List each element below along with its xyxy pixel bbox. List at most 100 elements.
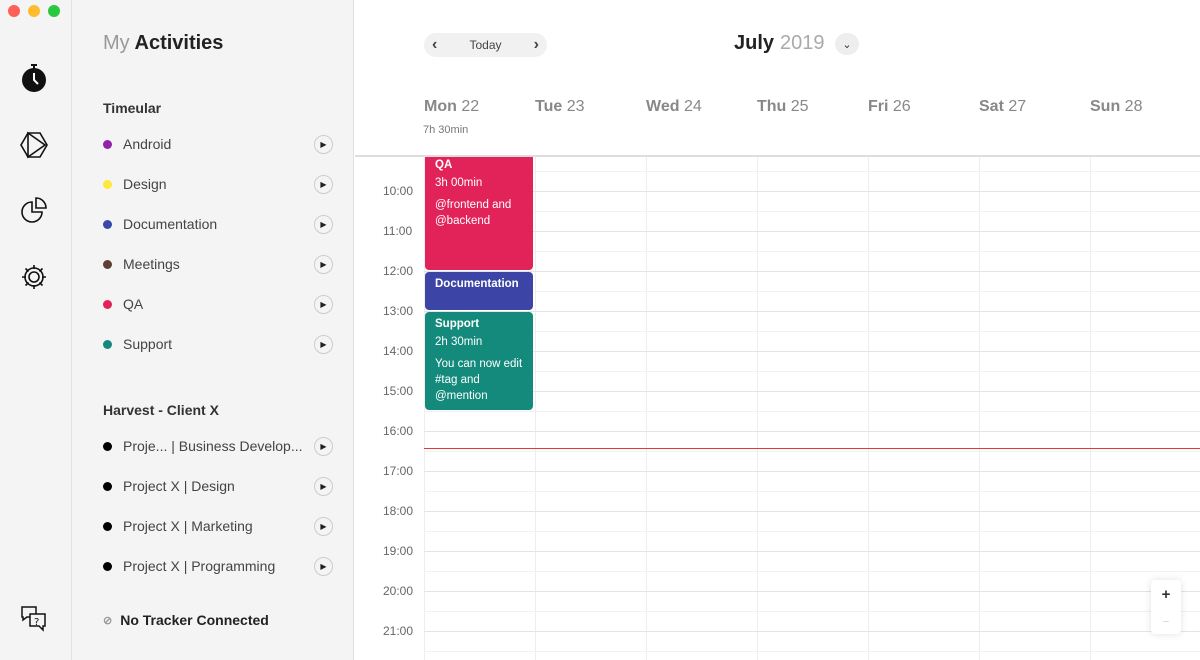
zoom-in-button[interactable]: + — [1161, 586, 1171, 604]
event-block[interactable]: QA 3h 00min @frontend and @backend — [425, 157, 533, 270]
activity-item[interactable]: Project X | Marketing ▶ — [103, 514, 333, 538]
day-column-divider — [868, 157, 869, 660]
month-dropdown-button[interactable]: ⌄ — [835, 33, 859, 55]
event-block[interactable]: Support 2h 30min You can now edit #tag and… — [425, 312, 533, 410]
event-block[interactable]: Documentation — [425, 272, 533, 310]
activity-color-dot — [103, 561, 112, 571]
play-icon[interactable]: ▶ — [314, 214, 333, 234]
day-column-divider — [1090, 157, 1091, 660]
play-icon[interactable]: ▶ — [314, 134, 333, 154]
activities-sidebar: My Activities Timeular Android ▶ Design ▶ Doc… — [72, 0, 354, 660]
hour-label: 17:00 — [383, 464, 414, 478]
sidebar-title: My Activities — [103, 32, 224, 54]
play-icon[interactable]: ▶ — [314, 174, 333, 194]
hour-label: 15:00 — [383, 384, 414, 398]
stopwatch-icon[interactable] — [18, 62, 50, 94]
calendar-grid[interactable]: 9:00 10:00 11:00 12:00 13:00 14:00 15:00 16:00 1… — [355, 155, 1200, 660]
day-column-divider — [424, 157, 425, 660]
play-icon[interactable]: ▶ — [314, 254, 333, 274]
hour-line — [424, 511, 1200, 512]
half-hour-line — [424, 371, 1200, 372]
half-hour-line — [424, 291, 1200, 292]
activity-item[interactable]: Meetings ▶ — [103, 252, 333, 276]
day-column-divider — [646, 157, 647, 660]
day-header[interactable]: Thu 25 — [757, 98, 809, 115]
hour-line — [424, 271, 1200, 272]
tracker-disconnected-icon: ⊘ — [103, 614, 113, 627]
hour-label: 9:00 — [383, 157, 406, 158]
hour-label: 21:00 — [383, 624, 414, 638]
hour-label: 16:00 — [383, 424, 414, 438]
play-icon[interactable]: ▶ — [314, 476, 333, 496]
activity-color-dot — [103, 339, 112, 349]
hour-line — [424, 391, 1200, 392]
half-hour-line — [424, 571, 1200, 572]
activity-item[interactable]: Project X | Programming ▶ — [103, 554, 333, 578]
hour-label: 12:00 — [383, 264, 414, 278]
half-hour-line — [424, 211, 1200, 212]
date-navigator: ‹ Today › — [424, 33, 547, 57]
day-header[interactable]: Mon 22 — [424, 98, 480, 115]
svg-text:?: ? — [34, 617, 39, 628]
half-hour-line — [424, 411, 1200, 412]
hour-label: 14:00 — [383, 344, 414, 358]
hour-line — [424, 191, 1200, 192]
hour-line — [424, 471, 1200, 472]
hour-line — [424, 231, 1200, 232]
play-icon[interactable]: ▶ — [314, 516, 333, 536]
hour-line — [424, 551, 1200, 552]
play-icon[interactable]: ▶ — [314, 334, 333, 354]
activity-color-dot — [103, 521, 112, 531]
play-icon[interactable]: ▶ — [314, 294, 333, 314]
activity-item[interactable]: Proje... | Business Develop... ▶ — [103, 434, 333, 458]
day-column-divider — [757, 157, 758, 660]
hour-line — [424, 431, 1200, 432]
play-icon[interactable]: ▶ — [314, 436, 333, 456]
activity-color-dot — [103, 441, 112, 451]
close-window-button[interactable] — [8, 5, 20, 17]
half-hour-line — [424, 171, 1200, 172]
hour-label: 19:00 — [383, 544, 414, 558]
day-header[interactable]: Fri 26 — [868, 98, 911, 115]
hour-line — [424, 351, 1200, 352]
group-heading: Timeular — [103, 100, 162, 116]
half-hour-line — [424, 531, 1200, 532]
day-column-divider — [979, 157, 980, 660]
activity-item[interactable]: Android ▶ — [103, 132, 333, 156]
day-total: 7h 30min — [423, 124, 469, 136]
day-header[interactable]: Sat 27 — [979, 98, 1027, 115]
activity-item[interactable]: Design ▶ — [103, 172, 333, 196]
maximize-window-button[interactable] — [48, 5, 60, 17]
prev-week-button[interactable]: ‹ — [432, 36, 438, 53]
month-title: July 2019 — [734, 32, 825, 54]
gear-icon[interactable] — [18, 261, 50, 293]
current-time-indicator — [424, 448, 1200, 450]
hour-label: 20:00 — [383, 584, 414, 598]
today-button[interactable]: Today — [469, 38, 502, 52]
play-icon[interactable]: ▶ — [314, 556, 333, 576]
zoom-out-button[interactable]: − — [1162, 615, 1170, 628]
half-hour-line — [424, 491, 1200, 492]
activity-color-dot — [103, 219, 112, 229]
day-header[interactable]: Wed 24 — [646, 98, 702, 115]
activity-color-dot — [103, 299, 112, 309]
day-header[interactable]: Sun 28 — [1090, 98, 1143, 115]
hexagon-play-icon[interactable] — [18, 129, 50, 161]
activity-item[interactable]: Support ▶ — [103, 332, 333, 356]
hour-line — [424, 631, 1200, 632]
group-heading: Harvest - Client X — [103, 402, 219, 418]
pie-chart-icon[interactable] — [18, 195, 50, 227]
activity-color-dot — [103, 139, 112, 149]
half-hour-line — [424, 251, 1200, 252]
day-header[interactable]: Tue 23 — [535, 98, 585, 115]
calendar: ‹ Today › July 2019 ⌄ Mon 22 Tue 23 Wed 24 T… — [355, 0, 1200, 660]
activity-item[interactable]: QA ▶ — [103, 292, 333, 316]
half-hour-line — [424, 651, 1200, 652]
help-chat-icon[interactable]: ? — [18, 603, 50, 635]
activity-color-dot — [103, 481, 112, 491]
minimize-window-button[interactable] — [28, 5, 40, 17]
activity-item[interactable]: Project X | Design ▶ — [103, 474, 333, 498]
next-week-button[interactable]: › — [533, 36, 539, 53]
activity-item[interactable]: Documentation ▶ — [103, 212, 333, 236]
hour-label: 18:00 — [383, 504, 414, 518]
